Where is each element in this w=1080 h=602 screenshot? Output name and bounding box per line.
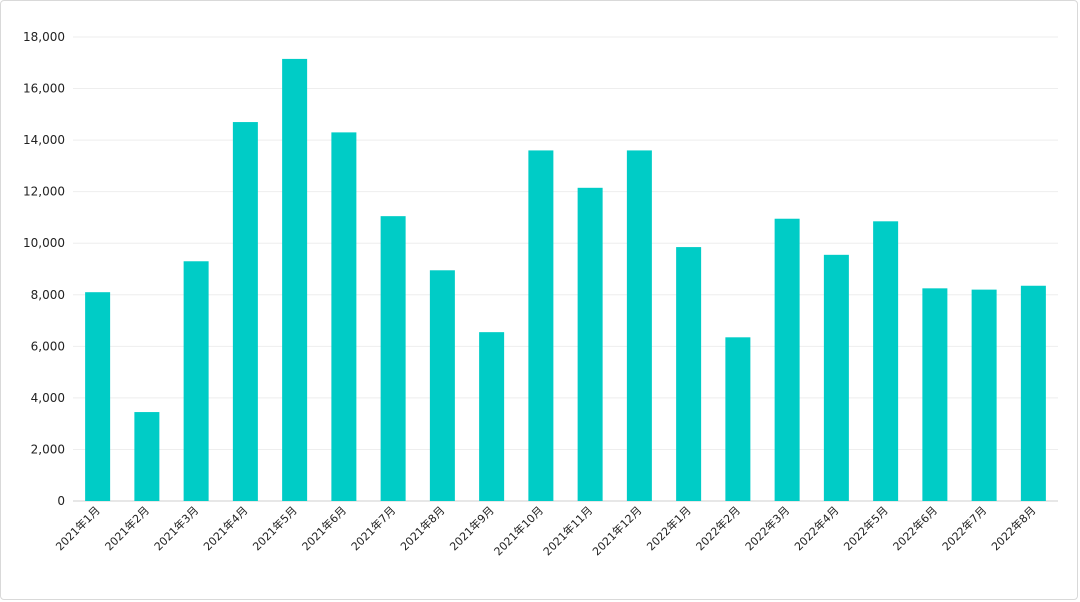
bar xyxy=(429,270,455,501)
y-tick-label: 16,000 xyxy=(23,82,65,96)
y-tick-label: 2,000 xyxy=(31,442,65,456)
bar xyxy=(774,218,800,501)
x-tick-label: 2021年4月 xyxy=(200,503,250,553)
bar xyxy=(922,288,948,501)
y-tick-label: 8,000 xyxy=(31,288,65,302)
x-tick-label: 2021年8月 xyxy=(397,503,447,553)
bar xyxy=(85,292,111,501)
x-tick-label: 2021年12月 xyxy=(589,503,644,558)
x-tick-label: 2022年6月 xyxy=(890,503,940,553)
x-tick-label: 2022年1月 xyxy=(644,503,694,553)
bar xyxy=(725,337,751,501)
y-tick-label: 18,000 xyxy=(23,30,65,44)
bar xyxy=(1020,285,1046,501)
x-axis-ticks: 2021年1月 2021年2月 2021年3月 2021年4月 2021年5月 2021年… xyxy=(53,503,1039,558)
bar xyxy=(528,150,554,501)
x-tick-label: 2021年2月 xyxy=(102,503,152,553)
y-axis-ticks: 0 2,000 4,000 6,000 8,000 10,000 12,000 14,000 1… xyxy=(23,30,65,508)
x-tick-label: 2022年4月 xyxy=(791,503,841,553)
x-tick-label: 2021年1月 xyxy=(53,503,103,553)
x-tick-label: 2021年7月 xyxy=(348,503,398,553)
y-tick-label: 0 xyxy=(57,494,65,508)
x-tick-label: 2022年3月 xyxy=(742,503,792,553)
y-tick-label: 14,000 xyxy=(23,133,65,147)
x-tick-label: 2021年9月 xyxy=(447,503,497,553)
bar xyxy=(479,332,505,501)
bar xyxy=(823,254,849,501)
bar xyxy=(971,289,997,501)
y-tick-label: 12,000 xyxy=(23,185,65,199)
bar xyxy=(282,58,308,502)
x-tick-label: 2021年3月 xyxy=(151,503,201,553)
x-tick-label: 2022年5月 xyxy=(841,503,891,553)
x-tick-label: 2022年2月 xyxy=(693,503,743,553)
bar xyxy=(380,216,406,501)
x-tick-label: 2021年10月 xyxy=(491,503,546,558)
bar xyxy=(331,132,357,501)
x-tick-label: 2022年7月 xyxy=(939,503,989,553)
x-tick-label: 2021年5月 xyxy=(250,503,300,553)
x-tick-label: 2021年11月 xyxy=(540,503,595,558)
bar xyxy=(626,150,652,501)
y-tick-label: 4,000 xyxy=(31,391,65,405)
x-tick-label: 2021年6月 xyxy=(299,503,349,553)
bars xyxy=(85,58,1046,502)
y-tick-label: 6,000 xyxy=(31,339,65,353)
bar xyxy=(134,412,160,501)
gridlines xyxy=(73,36,1058,502)
y-tick-label: 10,000 xyxy=(23,236,65,250)
bar xyxy=(232,122,258,502)
x-tick-label: 2022年8月 xyxy=(988,503,1038,553)
bar xyxy=(183,261,209,501)
bar xyxy=(873,221,899,502)
bar xyxy=(676,247,702,501)
bar xyxy=(577,187,603,502)
